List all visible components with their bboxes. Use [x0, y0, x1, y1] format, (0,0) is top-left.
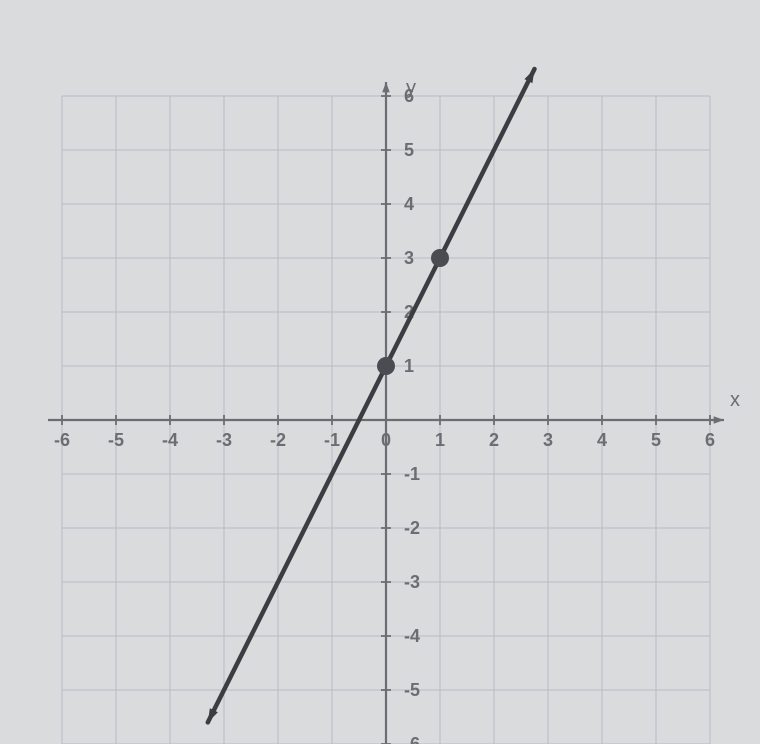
svg-text:-1: -1 — [324, 430, 340, 450]
svg-text:-5: -5 — [404, 680, 420, 700]
svg-text:x: x — [730, 389, 740, 411]
svg-text:-4: -4 — [162, 430, 178, 450]
svg-text:-6: -6 — [54, 430, 70, 450]
svg-text:-1: -1 — [404, 464, 420, 484]
svg-text:2: 2 — [489, 430, 499, 450]
svg-text:3: 3 — [404, 248, 414, 268]
svg-text:-5: -5 — [108, 430, 124, 450]
svg-text:0: 0 — [381, 430, 391, 450]
svg-text:-2: -2 — [270, 430, 286, 450]
chart-svg: -6-5-4-3-2-10123456-6-5-4-3-2-1123456xy — [0, 0, 760, 744]
svg-text:y: y — [406, 77, 416, 99]
svg-text:5: 5 — [404, 140, 414, 160]
svg-text:6: 6 — [705, 430, 715, 450]
svg-text:4: 4 — [404, 194, 414, 214]
svg-text:-2: -2 — [404, 518, 420, 538]
svg-text:5: 5 — [651, 430, 661, 450]
svg-text:-3: -3 — [216, 430, 232, 450]
svg-text:-3: -3 — [404, 572, 420, 592]
svg-text:-6: -6 — [404, 734, 420, 744]
svg-text:1: 1 — [435, 430, 445, 450]
svg-text:-4: -4 — [404, 626, 420, 646]
svg-text:4: 4 — [597, 430, 607, 450]
svg-text:1: 1 — [404, 356, 414, 376]
line-chart: -6-5-4-3-2-10123456-6-5-4-3-2-1123456xy — [0, 0, 760, 744]
svg-text:3: 3 — [543, 430, 553, 450]
